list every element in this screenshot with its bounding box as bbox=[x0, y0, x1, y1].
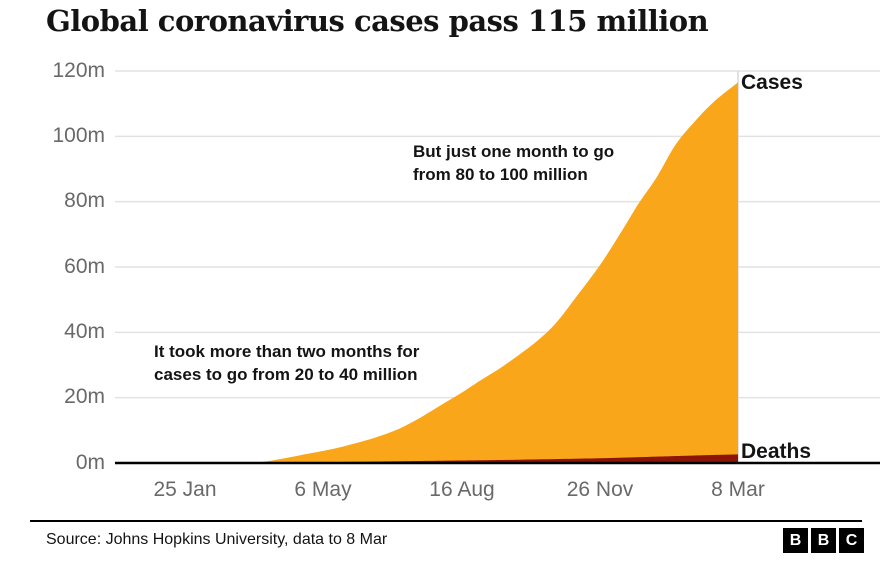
bbc-logo-block-b2: B bbox=[811, 528, 836, 553]
area-deaths bbox=[181, 454, 738, 463]
footer-divider bbox=[30, 520, 862, 522]
annotation-20-to-40: It took more than two months for cases t… bbox=[154, 342, 420, 384]
x-tick-label-26nov: 26 Nov bbox=[566, 478, 634, 501]
y-tick-label-0m: 0m bbox=[75, 451, 105, 474]
chart-title: Global coronavirus cases pass 115 millio… bbox=[46, 4, 709, 38]
area-cases bbox=[181, 82, 738, 464]
x-tick-label-6may: 6 May bbox=[294, 478, 352, 501]
cases-series-label: Cases bbox=[741, 71, 803, 94]
bbc-logo-block-c: C bbox=[839, 528, 864, 553]
area-chart bbox=[115, 70, 880, 465]
y-tick-label-40m: 40m bbox=[64, 320, 105, 343]
y-tick-label-80m: 80m bbox=[64, 189, 105, 212]
y-tick-label-100m: 100m bbox=[52, 124, 105, 147]
y-tick-label-20m: 20m bbox=[64, 385, 105, 408]
x-tick-label-25jan: 25 Jan bbox=[153, 478, 217, 501]
annotation-80-to-100: But just one month to go from 80 to 100 … bbox=[413, 142, 615, 184]
y-tick-label-60m: 60m bbox=[64, 255, 105, 278]
y-tick-label-120m: 120m bbox=[52, 59, 105, 82]
x-tick-label-8mar: 8 Mar bbox=[711, 478, 765, 501]
x-tick-label-16aug: 16 Aug bbox=[429, 478, 495, 501]
bbc-logo-block-b1: B bbox=[783, 528, 808, 553]
bbc-logo: B B C bbox=[783, 528, 864, 553]
deaths-series-label: Deaths bbox=[741, 440, 812, 463]
source-attribution: Source: Johns Hopkins University, data t… bbox=[46, 531, 388, 548]
